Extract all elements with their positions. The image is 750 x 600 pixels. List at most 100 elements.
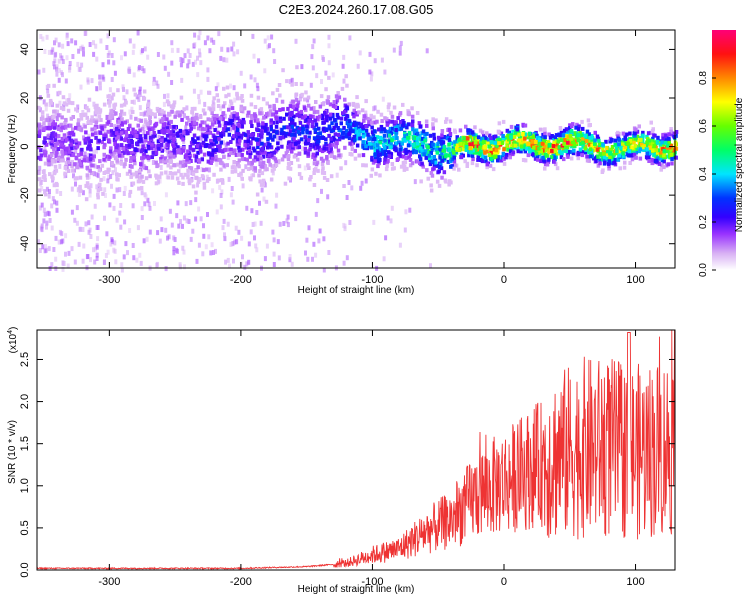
spectrogram-cell xyxy=(290,124,294,129)
spectrogram-cell xyxy=(70,146,74,151)
spectrogram-cell xyxy=(381,96,385,102)
spectrogram-cell xyxy=(454,150,458,154)
spectrogram-cell xyxy=(285,112,289,117)
spectrogram-cell xyxy=(452,150,456,155)
spectrogram-cell xyxy=(295,107,299,112)
spectrogram-cell xyxy=(69,123,73,128)
spectrogram-cell xyxy=(234,153,239,157)
spectrogram-cell xyxy=(508,155,512,160)
spectrogram-cell xyxy=(203,127,208,132)
spectrogram-cell xyxy=(536,150,541,155)
spectrogram-cell xyxy=(42,207,46,213)
spectrogram-cell xyxy=(44,244,47,250)
spectrogram-cell xyxy=(617,142,621,147)
spectrogram-cell xyxy=(116,135,121,140)
spectrogram-cell xyxy=(251,33,255,39)
spectrogram-cell xyxy=(383,157,387,162)
spectrogram-cell xyxy=(272,237,276,243)
spectrogram-cell xyxy=(123,162,127,167)
spectrogram-cell xyxy=(78,162,83,167)
spectrogram-cell xyxy=(79,46,83,52)
spectrogram-cell xyxy=(319,135,323,140)
spectrogram-cell xyxy=(194,175,198,180)
spectrogram-cell xyxy=(280,127,284,132)
spectrogram-cell xyxy=(420,148,424,153)
spectrogram-cell xyxy=(543,166,547,171)
spectrogram-cell xyxy=(203,111,207,116)
spectrogram-cell xyxy=(198,48,201,54)
spectrogram-cell xyxy=(477,149,481,154)
spectrogram-cell xyxy=(519,144,524,149)
spectrogram-cell xyxy=(59,122,63,127)
spectrogram-cell xyxy=(489,150,493,155)
spectrogram-cell xyxy=(388,126,393,131)
spectrogram-cell xyxy=(439,137,443,142)
spectrogram-cell xyxy=(125,119,129,124)
spectrogram-cell xyxy=(243,139,248,144)
spectrogram-cell xyxy=(379,129,383,134)
spectrogram-cell xyxy=(255,137,259,142)
spectrogram-cell xyxy=(481,153,485,158)
spectrogram-cell xyxy=(137,96,141,102)
spectrogram-cell xyxy=(550,148,554,153)
spectrogram-cell xyxy=(554,142,559,147)
spectrogram-cell xyxy=(309,82,313,88)
spectrogram-cell xyxy=(404,156,408,160)
spectrogram-cell xyxy=(53,143,58,148)
spectrogram-cell xyxy=(590,137,594,142)
spectrogram-cell xyxy=(192,133,197,138)
spectrogram-cell xyxy=(102,152,106,157)
spectrogram-cell xyxy=(233,165,237,170)
spectrogram-cell xyxy=(146,131,150,136)
spectrogram-cell xyxy=(51,47,55,53)
spectrogram-cell xyxy=(236,116,240,121)
spectrogram-cell xyxy=(166,152,170,158)
spectrogram-cell xyxy=(207,106,211,111)
spectrogram-cell xyxy=(253,155,258,160)
spectrogram-cell xyxy=(586,118,591,123)
spectrogram-cell xyxy=(324,87,328,92)
spectrogram-cell xyxy=(83,124,87,129)
spectrogram-cell xyxy=(260,148,265,153)
spectrogram-cell xyxy=(175,213,179,219)
spectrogram-cell xyxy=(48,158,53,163)
spectrogram-cell xyxy=(670,157,674,162)
spectrogram-cell xyxy=(312,241,316,247)
spectrogram-cell xyxy=(95,256,99,261)
spectrogram-cell xyxy=(374,155,378,160)
spectrogram-cell xyxy=(447,147,451,152)
spectrogram-cell xyxy=(98,110,102,115)
spectrogram-cell xyxy=(172,103,176,108)
spectrogram-cell xyxy=(606,152,610,157)
spectrogram-cell xyxy=(219,132,223,136)
spectrogram-cell xyxy=(645,140,649,145)
spectrogram-cell xyxy=(110,132,114,137)
spectrogram-cell xyxy=(376,150,380,155)
spectrogram-cell xyxy=(212,137,217,142)
spectrogram-cell xyxy=(303,150,308,155)
spectrogram-cell xyxy=(190,106,194,112)
spectrogram-cell xyxy=(192,125,196,130)
spectrogram-cell xyxy=(398,111,403,116)
spectrogram-cell xyxy=(553,152,558,157)
spectrogram-cell xyxy=(39,153,44,158)
spectrogram-cell xyxy=(499,158,504,163)
spectrogram-cell xyxy=(337,137,342,142)
spectrogram-cell xyxy=(239,104,244,109)
spectrogram-cell xyxy=(298,120,303,125)
spectrogram-cell xyxy=(138,105,142,111)
snr-ylabel: SNR (10 * v/v) xyxy=(7,420,18,484)
spectrogram-cell xyxy=(368,141,372,146)
spectrogram-cell xyxy=(573,144,577,149)
spectrogram-cell xyxy=(475,147,480,152)
spectrogram-cell xyxy=(169,119,173,124)
spectrogram-cell xyxy=(425,131,429,136)
spectrogram-cell xyxy=(249,74,253,80)
spectrogram-cell xyxy=(559,155,564,160)
spectrogram-cell xyxy=(225,85,230,90)
spectrogram-cell xyxy=(672,131,676,136)
spectrogram-cell xyxy=(70,101,75,106)
spectrogram-cell xyxy=(195,169,199,173)
spectrogram-cell xyxy=(70,246,74,252)
spectrogram-cell xyxy=(249,140,253,145)
